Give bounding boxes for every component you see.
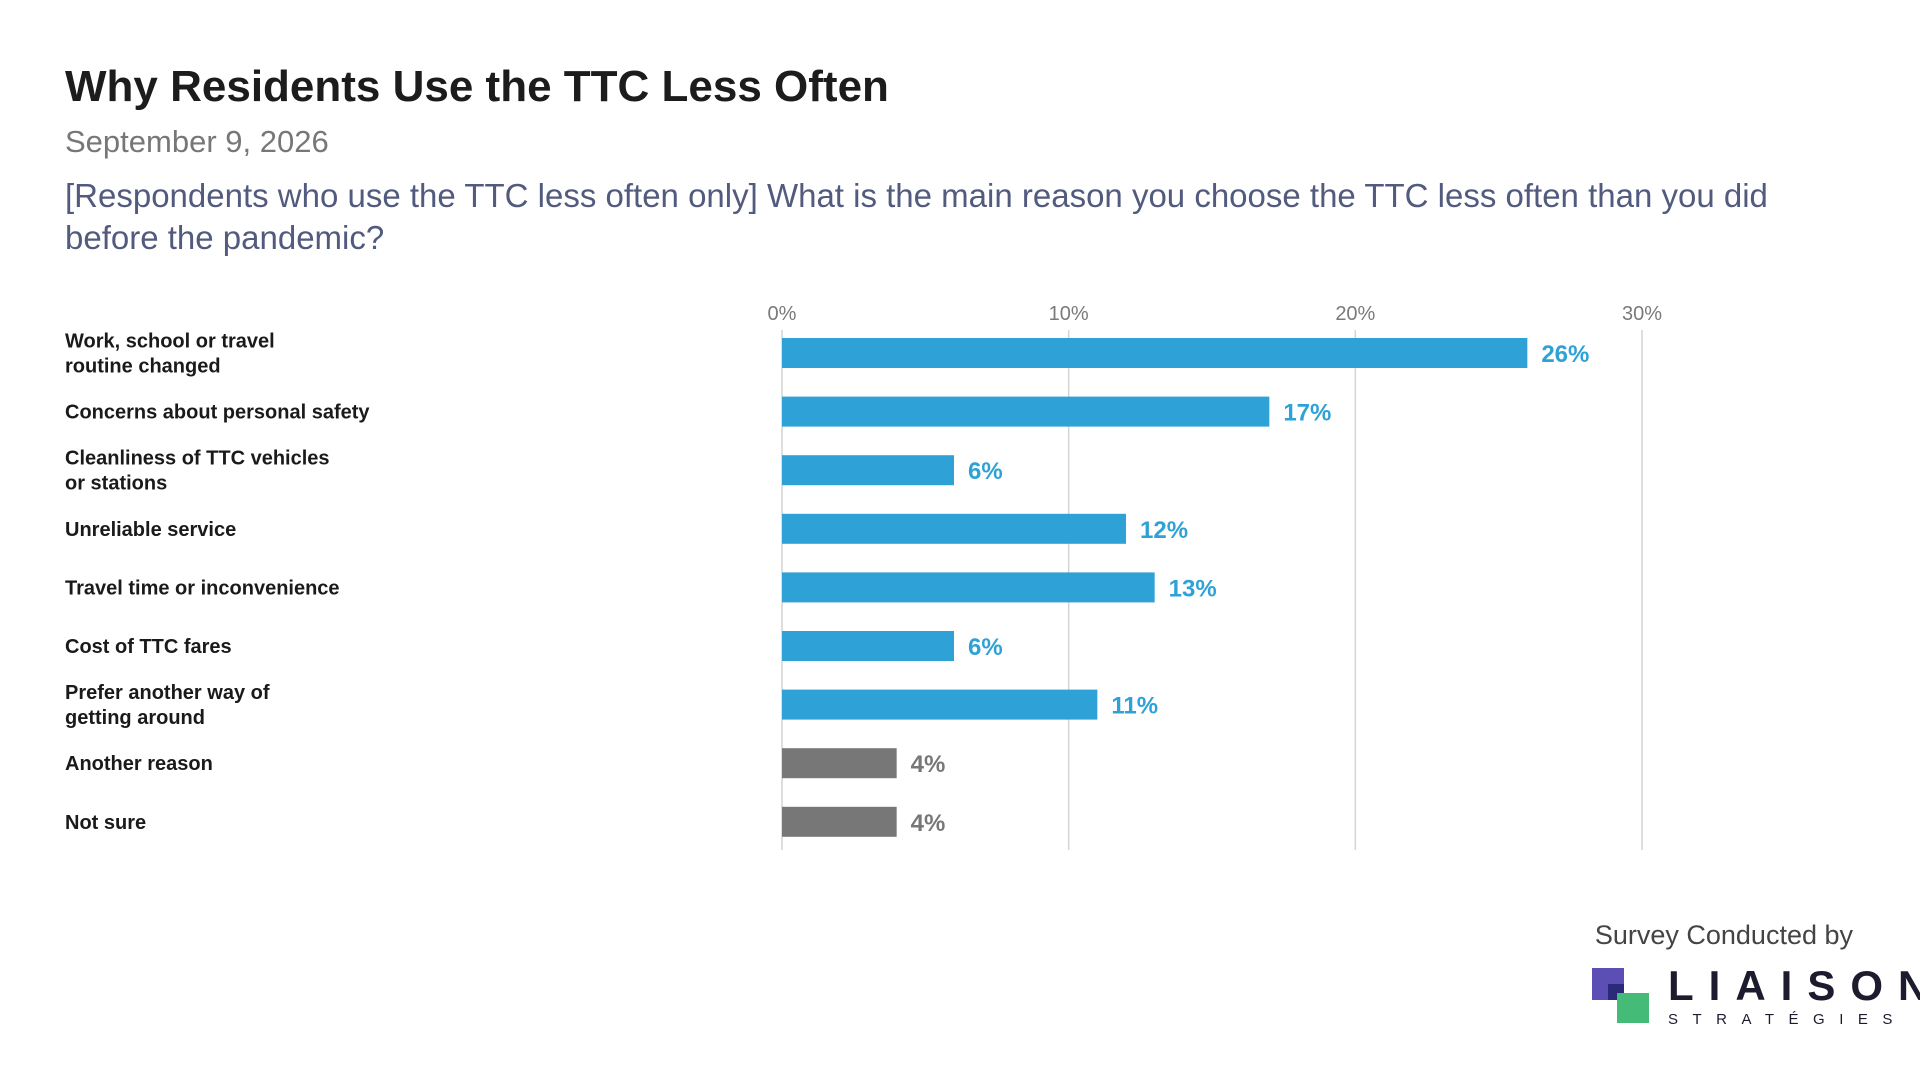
bar: [782, 806, 897, 837]
x-tick-label: 10%: [1049, 303, 1089, 325]
bar: [782, 338, 1528, 368]
bar: [782, 396, 1270, 427]
bar: [782, 631, 954, 661]
logo-wordmark: LIAISON: [1668, 962, 1920, 1009]
x-tick-label: 30%: [1622, 303, 1662, 325]
bar: [782, 572, 1155, 603]
data-label: 4%: [911, 751, 946, 778]
category-label: Cleanliness of TTC vehicles or stations: [65, 448, 330, 495]
x-tick-label: 20%: [1335, 303, 1375, 325]
x-tick-label: 0%: [768, 303, 797, 325]
category-label: Another reason: [65, 753, 213, 775]
liaison-logo: LIAISON STRATÉGIES: [1590, 962, 1920, 1028]
data-label: 6%: [968, 634, 1003, 661]
survey-question: [Respondents who use the TTC less often …: [65, 177, 1768, 256]
category-label: Cost of TTC fares: [65, 636, 232, 658]
data-label: 6%: [968, 458, 1003, 485]
data-label: 13%: [1169, 575, 1217, 602]
data-label: 17%: [1283, 400, 1331, 427]
chart-date: September 9, 2026: [65, 124, 329, 159]
data-label: 26%: [1541, 341, 1589, 368]
chart-title: Why Residents Use the TTC Less Often: [65, 62, 889, 111]
data-label: 4%: [911, 810, 946, 837]
logo-subtitle: STRATÉGIES: [1668, 1011, 1907, 1028]
category-label: Unreliable service: [65, 519, 236, 541]
bar: [782, 689, 1098, 720]
liaison-logo-mark: [1592, 968, 1649, 1023]
category-label: Prefer another way of getting around: [65, 682, 270, 729]
bar: [782, 513, 1126, 544]
survey-conducted-by: Survey Conducted by: [1594, 920, 1853, 950]
category-label: Not sure: [65, 812, 146, 834]
bar: [782, 748, 897, 779]
data-label: 11%: [1111, 693, 1158, 720]
category-label: Concerns about personal safety: [65, 402, 370, 424]
bar-chart: 0% 10% 20% 30% Work, school or travel routine…: [65, 303, 1662, 850]
category-label: Work, school or travel routine changed: [65, 331, 275, 378]
bar: [782, 455, 954, 486]
data-label: 12%: [1140, 517, 1188, 544]
category-label: Travel time or inconvenience: [65, 577, 340, 599]
